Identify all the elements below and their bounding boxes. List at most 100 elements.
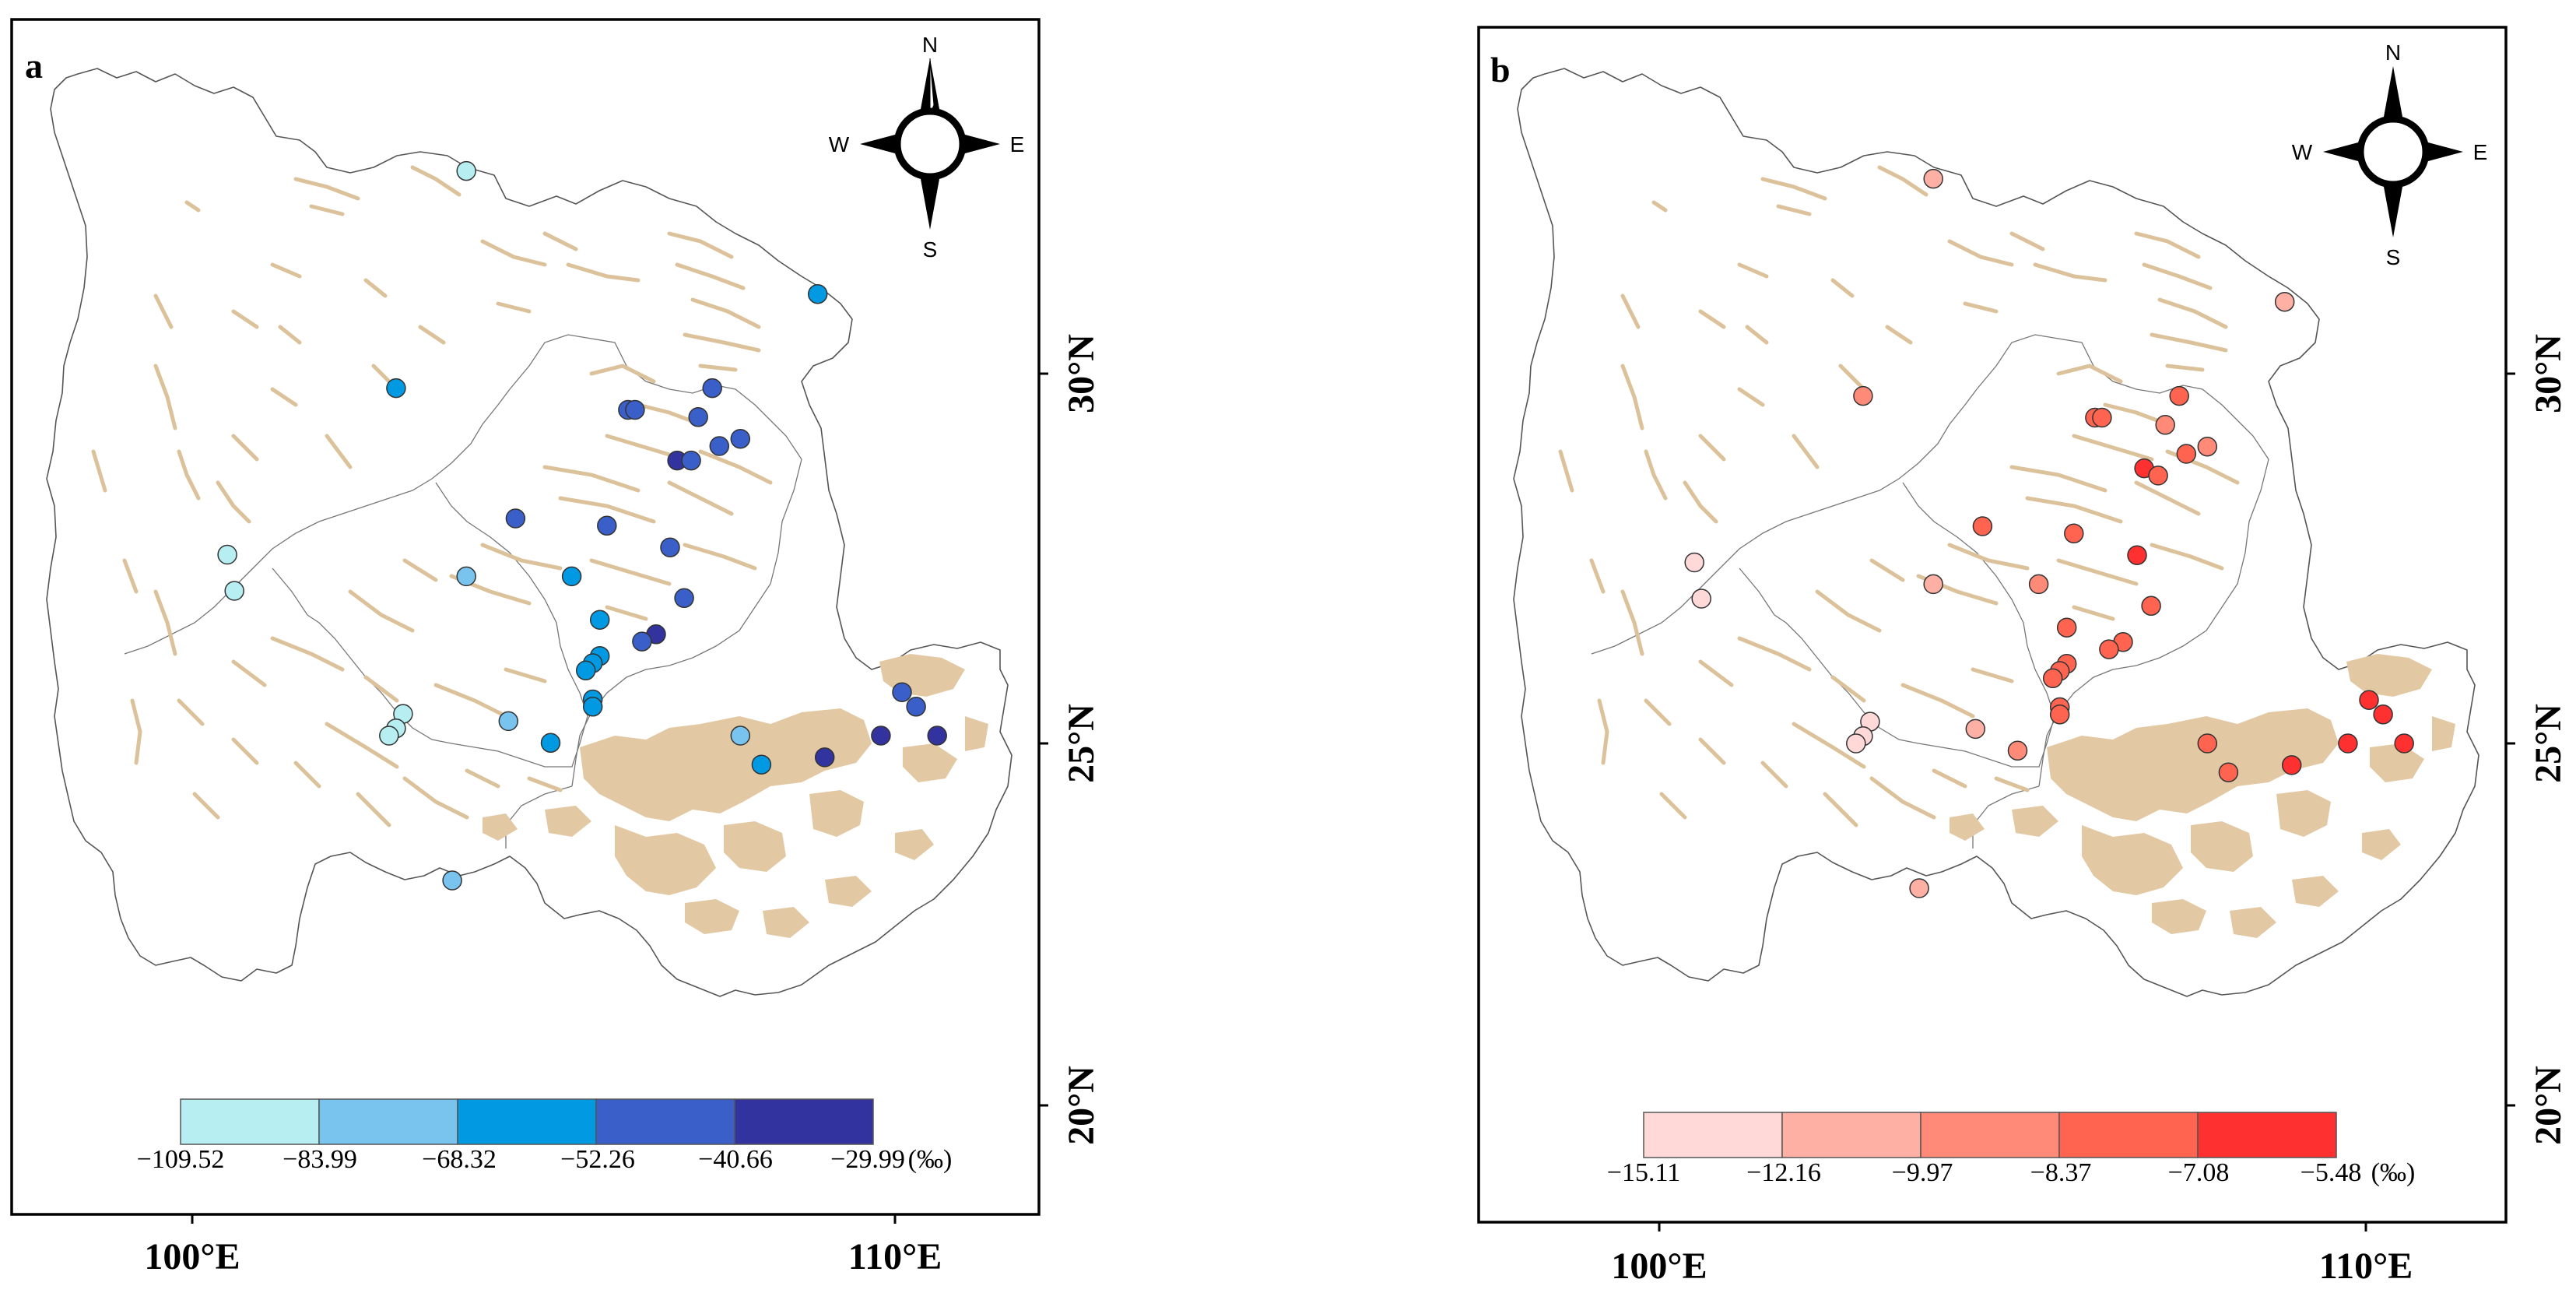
sample-point-b-2	[1853, 385, 1873, 406]
legend-b-swatch-2	[1920, 1112, 2060, 1158]
panel-a-label: a	[25, 46, 43, 86]
panel-b-y-tick-20: 20°N	[2528, 1066, 2569, 1145]
legend-a-tick-1: −83.99	[283, 1145, 357, 1174]
legend-a-swatch-0	[180, 1098, 320, 1145]
legend-b-tick-2: −9.97	[1892, 1158, 1953, 1187]
sample-point-a-31	[540, 733, 561, 754]
sample-point-b-26	[1691, 589, 1711, 609]
sample-point-a-29	[379, 726, 399, 746]
sample-point-b-13	[2127, 545, 2147, 565]
legend-a-tick-3: −52.26	[560, 1145, 635, 1174]
sample-point-b-0	[1923, 168, 1943, 189]
sample-point-b-22	[2042, 668, 2063, 689]
legend-a-tick-4: −40.66	[698, 1145, 773, 1174]
sample-point-b-33	[2218, 762, 2239, 782]
sample-point-b-37	[2373, 704, 2393, 725]
sample-point-b-10	[2148, 466, 2168, 486]
panel-b-compass-icon: N S E W	[2292, 40, 2488, 269]
compass-b-w: W	[2292, 140, 2313, 164]
sample-point-a-30	[498, 711, 519, 732]
panel-b-label: b	[1490, 50, 1511, 90]
sample-point-b-11	[1972, 516, 1993, 536]
legend-b-tick-1: −12.16	[1746, 1158, 1821, 1187]
sample-point-a-8	[709, 436, 730, 456]
legend-b-tick-0: −15.11	[1607, 1158, 1680, 1187]
panel-b-y-tick-25: 25°N	[2528, 704, 2569, 783]
sample-point-a-15	[561, 566, 582, 587]
sample-point-a-22	[575, 660, 596, 681]
panel-b-legend: −15.11 −12.16 −9.97 −8.37 −7.08 −5.48 (‰…	[1607, 1112, 2416, 1187]
sample-point-a-6	[688, 407, 708, 427]
panel-b-points	[1684, 168, 2414, 898]
sample-point-b-31	[2007, 740, 2028, 761]
sample-point-a-25	[217, 544, 237, 565]
legend-a-tick-0: −109.52	[137, 1145, 225, 1174]
sample-point-a-11	[505, 508, 526, 529]
legend-a-swatch-1	[318, 1098, 458, 1145]
panel-b-x-tick-100: 100°E	[1611, 1246, 1707, 1287]
sample-point-b-7	[2197, 436, 2218, 457]
compass-b-s: S	[2386, 245, 2401, 269]
sample-point-a-10	[681, 450, 701, 471]
sample-point-a-38	[927, 726, 947, 746]
compass-b-n: N	[2385, 40, 2401, 65]
sample-point-b-25	[1684, 552, 1704, 573]
sample-point-b-30	[1965, 719, 1986, 740]
panel-a-legend: −109.52 −83.99 −68.32 −52.26 −40.66 −29.…	[137, 1098, 953, 1174]
panel-b-frame	[1477, 26, 2508, 1224]
sample-point-a-36	[892, 682, 912, 702]
sample-point-a-32	[730, 726, 751, 746]
legend-b-swatch-3	[2058, 1112, 2199, 1158]
panel-a-y-tick-30: 30°N	[1061, 334, 1102, 413]
sample-point-b-5	[2169, 385, 2189, 406]
panel-a: a N S E W −109.52 −83.99 −68.32 −52.26 −…	[10, 18, 1102, 1277]
legend-a-swatch-3	[595, 1098, 735, 1145]
sample-point-b-34	[2281, 755, 2302, 775]
sample-point-a-17	[589, 610, 610, 630]
sample-point-a-24	[582, 697, 603, 717]
legend-b-tick-4: −7.08	[2168, 1158, 2230, 1187]
panel-a-frame	[10, 18, 1041, 1216]
legend-b-swatch-4	[2197, 1112, 2337, 1158]
panel-a-basemap	[47, 69, 1012, 996]
legend-b-unit: (‰)	[2371, 1158, 2416, 1187]
sample-point-b-35	[2338, 733, 2358, 754]
sample-point-a-4	[625, 399, 645, 420]
sample-point-b-19	[2099, 639, 2119, 659]
compass-n: N	[922, 33, 938, 57]
sample-point-b-36	[2359, 690, 2379, 710]
panel-b-y-tick-30: 30°N	[2528, 334, 2569, 413]
sample-point-b-4	[2092, 407, 2112, 428]
sample-point-b-15	[2028, 574, 2049, 595]
compass-b-e: E	[2473, 140, 2488, 164]
sample-point-b-29	[1846, 733, 1866, 754]
legend-a-tick-5: −29.99	[830, 1145, 905, 1174]
sample-point-a-0	[456, 160, 476, 181]
compass-w: W	[829, 132, 850, 156]
sample-point-a-7	[730, 428, 751, 449]
panel-b: b N S E W −15.11 −12.16 −9.97 −8.37 −7.0…	[1477, 26, 2569, 1287]
panel-a-y-tick-20: 20°N	[1061, 1066, 1102, 1145]
sample-point-a-34	[814, 747, 835, 768]
sample-point-b-39	[1909, 878, 1929, 898]
panel-a-points	[217, 160, 947, 891]
sample-point-b-6	[2155, 415, 2175, 435]
sample-point-b-38	[2394, 733, 2414, 754]
sample-point-a-35	[871, 726, 891, 746]
legend-a-unit: (‰)	[908, 1145, 953, 1174]
panel-a-x-tick-110: 110°E	[848, 1236, 942, 1277]
panel-a-x-tick-100: 100°E	[144, 1236, 240, 1277]
compass-e: E	[1010, 132, 1025, 156]
panel-b-basemap	[1514, 69, 2479, 996]
sample-point-b-1	[2274, 291, 2295, 312]
sample-point-a-2	[386, 378, 406, 399]
sample-point-b-17	[2056, 617, 2077, 638]
sample-point-a-13	[660, 537, 680, 557]
sample-point-a-26	[224, 581, 244, 601]
sample-point-b-16	[2141, 596, 2161, 617]
sample-point-a-16	[674, 588, 694, 609]
legend-a-swatch-4	[734, 1098, 874, 1145]
legend-b-tick-5: −5.48	[2301, 1158, 2362, 1187]
sample-point-a-39	[442, 870, 462, 891]
